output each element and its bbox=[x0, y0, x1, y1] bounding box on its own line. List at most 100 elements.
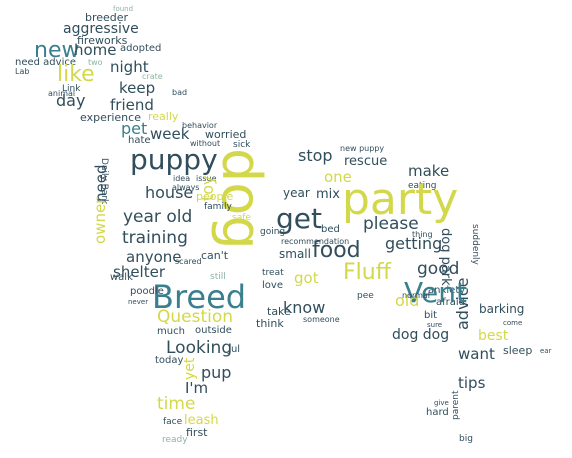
word-house: house bbox=[145, 183, 194, 202]
word-new-puppy: new puppy bbox=[340, 144, 385, 153]
word-treat: treat bbox=[262, 268, 284, 278]
word-im: I'm bbox=[185, 379, 209, 397]
word-tips: tips bbox=[458, 374, 486, 392]
word-time: time bbox=[157, 394, 196, 414]
word-behavior: behavior bbox=[182, 121, 218, 130]
word-give: give bbox=[434, 399, 449, 407]
word-family: family bbox=[204, 202, 232, 212]
word-pee: pee bbox=[357, 291, 374, 301]
word-aggressive: aggressive bbox=[63, 21, 139, 37]
word-cant: can't bbox=[201, 249, 229, 262]
word-anxiety: anxiety bbox=[428, 285, 466, 296]
word-love: love bbox=[262, 280, 283, 291]
word-night: night bbox=[110, 58, 149, 76]
word-leash: leash bbox=[184, 413, 219, 428]
word-found: found bbox=[113, 5, 134, 13]
word-lab: Lab bbox=[15, 67, 30, 76]
word-sick: sick bbox=[233, 140, 251, 150]
word-hard: hard bbox=[426, 407, 449, 418]
word-two: two bbox=[88, 58, 103, 67]
word-got: got bbox=[294, 269, 319, 287]
word-vent: Vent bbox=[404, 276, 467, 309]
word-fireworks: fireworks bbox=[77, 34, 128, 47]
word-experience: experience bbox=[80, 111, 141, 124]
word-day: day bbox=[56, 91, 86, 110]
word-best: best bbox=[478, 328, 509, 344]
word-get: get bbox=[276, 202, 322, 235]
word-poodle: poodle bbox=[130, 286, 164, 297]
word-always: always bbox=[172, 183, 200, 192]
word-getting: getting bbox=[385, 234, 443, 253]
word-party: party bbox=[342, 174, 459, 225]
word-people: people bbox=[196, 190, 234, 203]
word-anyone: anyone bbox=[126, 248, 182, 266]
word-new: new bbox=[34, 38, 80, 63]
word-yet: yet bbox=[182, 357, 198, 380]
word-like: like bbox=[57, 62, 95, 87]
word-suddenly: suddenly bbox=[470, 224, 480, 265]
word-crate: crate bbox=[142, 72, 163, 81]
word-ready: ready bbox=[162, 435, 188, 445]
word-need: need bbox=[92, 164, 110, 203]
word-small: small bbox=[279, 247, 311, 261]
word-keep: keep bbox=[119, 79, 156, 97]
word-today: today bbox=[155, 355, 184, 366]
word-sure: sure bbox=[427, 321, 443, 329]
word-still: still bbox=[210, 272, 226, 282]
word-bad: bad bbox=[172, 88, 188, 97]
word-come: come bbox=[503, 319, 523, 327]
word-animal: animal bbox=[48, 89, 76, 98]
word-make: make bbox=[408, 162, 450, 180]
word-going: going bbox=[260, 227, 286, 237]
word-barking: barking bbox=[479, 302, 525, 316]
word-normal: normal bbox=[402, 291, 431, 300]
word-year: year bbox=[283, 186, 310, 200]
word-year-old: year old bbox=[123, 207, 193, 227]
word-question: Question bbox=[157, 307, 234, 327]
word-first: first bbox=[186, 426, 208, 439]
word-friend: friend bbox=[110, 96, 154, 114]
word-know: know bbox=[283, 298, 326, 317]
word-hate: hate bbox=[128, 135, 151, 146]
word-good: good bbox=[417, 259, 460, 279]
word-worried: worried bbox=[205, 128, 247, 141]
word-stop: stop bbox=[298, 146, 333, 165]
word-looking: Looking bbox=[166, 338, 233, 358]
word-want: want bbox=[458, 345, 495, 363]
word-jul: Jul bbox=[228, 344, 241, 355]
word-afraid: afraid bbox=[436, 297, 466, 308]
word-breeder: breeder bbox=[85, 11, 129, 24]
word-rescue: rescue bbox=[344, 154, 388, 169]
word-need-advice: need advice bbox=[15, 57, 76, 68]
word-scared: scared bbox=[175, 257, 202, 266]
word-week: week bbox=[150, 125, 190, 143]
word-mix: mix bbox=[316, 187, 340, 202]
word-safe: safe bbox=[232, 213, 251, 223]
word-adopted: adopted bbox=[120, 43, 162, 54]
word-think: think bbox=[256, 317, 284, 330]
word-old: old bbox=[395, 291, 420, 310]
word-recommendation: recommendation bbox=[281, 237, 350, 246]
word-bed: bed bbox=[321, 224, 340, 235]
word-food: food bbox=[312, 238, 361, 263]
word-much: much bbox=[157, 326, 185, 337]
word-home: home bbox=[74, 41, 117, 59]
word-never: never bbox=[128, 298, 149, 306]
word-please: please bbox=[363, 214, 419, 234]
word-someone: someone bbox=[303, 315, 340, 324]
word-breed: Breed bbox=[152, 278, 247, 316]
word-idea: idea bbox=[173, 174, 191, 183]
word-dog-dog: dog dog bbox=[392, 327, 450, 343]
word-thing: thing bbox=[412, 230, 433, 239]
word-face: face bbox=[163, 417, 183, 427]
word-without: without bbox=[190, 139, 221, 148]
word-fluff: Fluff bbox=[343, 260, 391, 285]
word-take: take bbox=[267, 305, 291, 318]
word-pet: pet bbox=[121, 119, 148, 138]
word-walk: walk bbox=[110, 272, 133, 283]
word-really: really bbox=[148, 110, 179, 123]
word-puppy: puppy bbox=[130, 143, 218, 176]
word-outside: outside bbox=[195, 325, 232, 336]
word-issue: issue bbox=[196, 174, 217, 183]
